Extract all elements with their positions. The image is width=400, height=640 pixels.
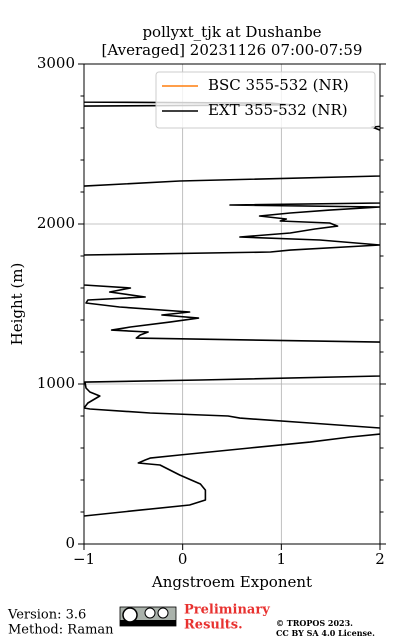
axes-frame <box>83 63 381 545</box>
legend-label: BSC 355-532 (NR) <box>208 76 349 94</box>
preliminary-line-1: Preliminary <box>184 603 270 618</box>
y-tick-label: 2000 <box>37 214 75 232</box>
version: Version: 3.6 <box>7 608 86 623</box>
chart-title: pollyxt_tjk at Dushanbe <box>142 23 321 41</box>
y-axis-label: Height (m) <box>8 263 26 346</box>
plot-area <box>84 101 380 517</box>
preliminary-line-2: Results. <box>184 618 243 633</box>
x-tick-label: −1 <box>73 550 95 568</box>
y-tick-label: 3000 <box>37 54 75 72</box>
legend-label: EXT 355-532 (NR) <box>208 101 348 119</box>
x-tick-label: 0 <box>178 550 188 568</box>
legend: BSC 355-532 (NR) EXT 355-532 (NR) <box>162 76 349 119</box>
x-axis-label: Angstroem Exponent <box>151 573 312 591</box>
series-line <box>84 101 380 517</box>
license: CC BY SA 4.0 License. <box>276 628 375 638</box>
chart-subtitle: [Averaged] 20231126 07:00-07:59 <box>102 41 363 59</box>
cc-badge <box>119 606 177 627</box>
grid <box>84 64 380 544</box>
method: Method: Raman <box>8 623 114 638</box>
copyright: © TROPOS 2023. <box>276 618 353 628</box>
y-tick-label: 0 <box>65 534 75 552</box>
x-tick-label: 2 <box>375 550 385 568</box>
y-tick-label: 1000 <box>37 374 75 392</box>
x-tick-label: 1 <box>277 550 287 568</box>
legend-box <box>155 71 376 129</box>
